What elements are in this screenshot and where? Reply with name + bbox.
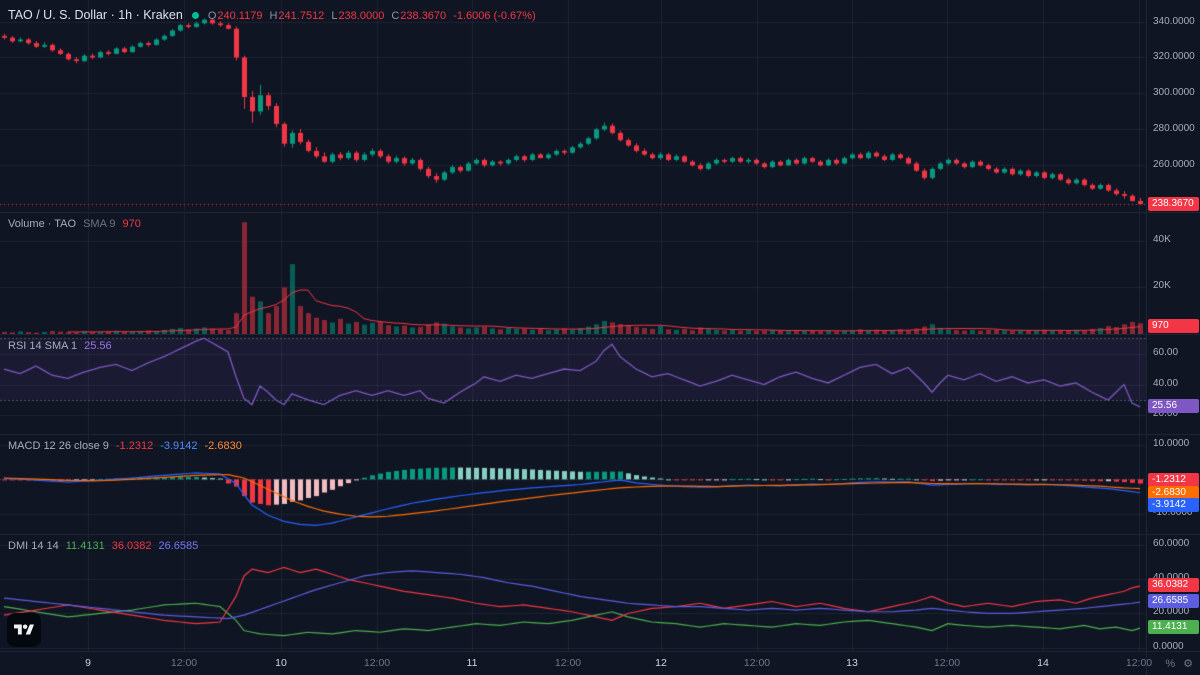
time-label: 12:00 [363, 657, 391, 669]
dmi-pane-canvas[interactable] [0, 535, 1146, 651]
dmi-minus-di-value: 36.0382 [111, 540, 152, 552]
dmi-adx-badge: 26.6585 [1148, 594, 1199, 609]
time-label: 12:00 [554, 657, 582, 669]
volume-sma-label: SMA 9 [83, 218, 116, 230]
low-label: L [331, 10, 338, 22]
time-label: 12 [655, 657, 667, 669]
rsi-title[interactable]: RSI 14 SMA 1 [8, 340, 78, 352]
macd-axis-label: -10.0000 [1153, 506, 1193, 518]
price-legend: TAO / U. S. Dollar · 1h · Kraken O240.11… [8, 6, 536, 24]
rsi-axis-label: 40.00 [1153, 377, 1179, 389]
volume-sma-badge: 970 [1148, 319, 1199, 334]
open-label: O [207, 10, 217, 22]
low-value: 238.0000 [338, 10, 385, 22]
price-axis-label: 300.0000 [1153, 87, 1195, 99]
time-label: 10 [275, 657, 287, 669]
macd-hist-badge: -1.2312 [1148, 473, 1199, 488]
macd-line-badge: -3.9142 [1148, 498, 1199, 513]
volume-pane-canvas[interactable] [0, 213, 1146, 334]
tradingview-logo[interactable] [7, 613, 41, 647]
chart-settings-icon[interactable]: ⚙ [1183, 658, 1193, 670]
dmi-adx-value: 26.6585 [158, 540, 199, 552]
price-axis-label: 340.0000 [1153, 15, 1195, 27]
rsi-axis-label: 60.00 [1153, 346, 1179, 358]
dmi-axis-label: 40.0000 [1153, 572, 1189, 584]
rsi-value: 25.56 [84, 340, 112, 352]
last-price-badge: 238.3670 [1148, 197, 1199, 212]
ohlc-open: O240.1179 [208, 6, 263, 24]
axis-corner: % ⚙ [1146, 651, 1200, 675]
macd-title[interactable]: MACD 12 26 close 9 [8, 440, 109, 452]
price-axis-label: 260.0000 [1153, 159, 1195, 171]
ohlc-close: C238.3670 [391, 6, 446, 24]
open-value: 240.1179 [217, 10, 263, 22]
dmi-axis-label: 20.0000 [1153, 606, 1190, 618]
rsi-pane[interactable]: RSI 14 SMA 1 25.56 [0, 334, 1200, 434]
ohlc-low: L238.0000 [331, 6, 384, 24]
volume-axis-label: 40K [1153, 233, 1171, 245]
time-label: 13 [846, 657, 858, 669]
close-value: 238.3670 [400, 10, 447, 22]
time-axis[interactable]: 9 12:00 10 12:00 11 12:00 12 12:00 13 12:00 14 12:0… [0, 651, 1152, 675]
dmi-pane[interactable]: DMI 14 14 11.4131 36.0382 26.6585 [0, 534, 1200, 651]
time-label: 9 [85, 657, 91, 669]
time-label: 11 [466, 657, 478, 669]
volume-sma-value: 970 [122, 218, 141, 230]
high-value: 241.7512 [278, 10, 325, 22]
rsi-pane-canvas[interactable] [0, 335, 1146, 434]
market-status-icon [191, 11, 199, 19]
price-axis-label: 320.0000 [1153, 51, 1195, 63]
time-label: 12:00 [1125, 657, 1153, 669]
time-label: 14 [1037, 657, 1049, 669]
macd-legend: MACD 12 26 close 9 -1.2312 -3.9142 -2.68… [8, 440, 242, 452]
macd-signal-badge: -2.6830 [1148, 485, 1199, 500]
macd-pane[interactable]: MACD 12 26 close 9 -1.2312 -3.9142 -2.68… [0, 434, 1200, 534]
high-label: H [269, 10, 278, 22]
dmi-plus-di-value: 11.4131 [65, 540, 105, 552]
dmi-minus-di-badge: 36.0382 [1148, 578, 1199, 593]
dmi-plus-di-badge: 11.4131 [1148, 620, 1199, 635]
rsi-value-badge: 25.56 [1148, 398, 1199, 413]
time-label: 12:00 [743, 657, 771, 669]
time-label: 12:00 [170, 657, 198, 669]
price-axis-label: 280.0000 [1153, 123, 1195, 135]
rsi-legend: RSI 14 SMA 1 25.56 [8, 340, 112, 352]
dmi-axis-label: 0.0000 [1153, 640, 1184, 652]
volume-title[interactable]: Volume · TAO [8, 218, 77, 230]
right-axis[interactable]: 340.0000 320.0000 300.0000 280.0000 260.0000… [1146, 0, 1200, 652]
macd-pane-canvas[interactable] [0, 435, 1146, 534]
macd-hist-value: -1.2312 [115, 440, 154, 452]
macd-signal-value: -2.6830 [204, 440, 242, 452]
price-pane-canvas[interactable] [0, 0, 1146, 212]
volume-axis-label: 20K [1153, 280, 1171, 292]
percent-scale-icon[interactable]: % [1165, 657, 1176, 670]
macd-axis-label: 10.0000 [1153, 438, 1190, 450]
dmi-legend: DMI 14 14 11.4131 36.0382 26.6585 [8, 540, 198, 552]
change-value: -1.6006 (-0.67%) [453, 10, 536, 22]
volume-legend: Volume · TAO SMA 9 970 [8, 218, 141, 230]
symbol-title[interactable]: TAO / U. S. Dollar · 1h · Kraken [8, 8, 183, 22]
time-label: 12:00 [933, 657, 961, 669]
macd-line-value: -3.9142 [160, 440, 198, 452]
rsi-axis-label: 20.00 [1153, 408, 1179, 420]
close-label: C [391, 10, 400, 22]
dmi-title[interactable]: DMI 14 14 [8, 540, 59, 552]
price-pane[interactable]: TAO / U. S. Dollar · 1h · Kraken O240.11… [0, 0, 1200, 212]
tradingview-logo-icon [14, 624, 34, 635]
ohlc-high: H241.7512 [269, 6, 324, 24]
volume-pane[interactable]: Volume · TAO SMA 9 970 [0, 212, 1200, 334]
dmi-axis-label: 60.0000 [1153, 538, 1190, 550]
